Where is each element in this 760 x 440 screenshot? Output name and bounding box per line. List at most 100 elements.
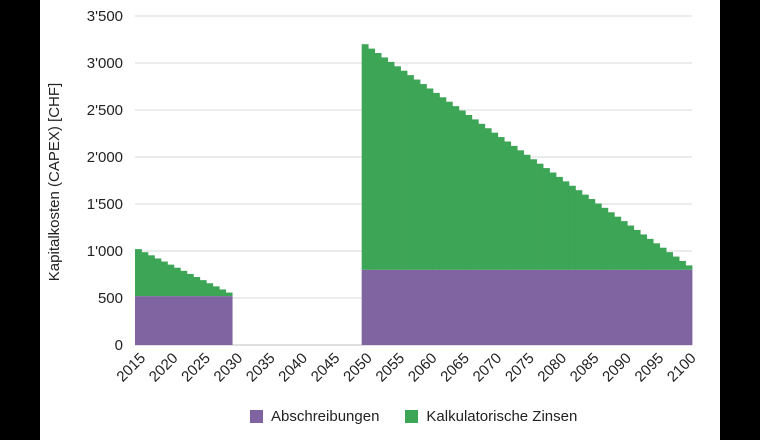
bar-kalkulatorische-zinsen: [504, 141, 512, 270]
bar-kalkulatorische-zinsen: [199, 280, 207, 297]
bar-abschreibungen: [154, 296, 162, 345]
bar-abschreibungen: [659, 269, 667, 345]
bar-abschreibungen: [627, 269, 635, 345]
bar-abschreibungen: [219, 296, 227, 345]
bar-abschreibungen: [478, 269, 486, 345]
bar-kalkulatorische-zinsen: [614, 216, 622, 270]
bar-abschreibungen: [607, 269, 615, 345]
bar-abschreibungen: [374, 269, 382, 345]
x-tick-label: 2030: [211, 350, 247, 386]
bar-abschreibungen: [555, 269, 563, 345]
bar-abschreibungen: [484, 269, 492, 345]
legend-item-kalkulatorische-zinsen: Kalkulatorische Zinsen: [405, 408, 577, 425]
x-tick-label: 2100: [664, 350, 700, 386]
bar-kalkulatorische-zinsen: [154, 258, 162, 297]
bar-kalkulatorische-zinsen: [672, 256, 680, 270]
bar-abschreibungen: [568, 269, 576, 345]
bar-kalkulatorische-zinsen: [620, 221, 628, 270]
bar-kalkulatorische-zinsen: [212, 286, 220, 297]
bar-abschreibungen: [588, 269, 596, 345]
legend-swatch-kalkulatorische-zinsen: [405, 410, 419, 423]
y-tick-label: 2'500: [87, 102, 123, 119]
bar-kalkulatorische-zinsen: [206, 283, 214, 297]
bar-kalkulatorische-zinsen: [419, 84, 427, 270]
bar-kalkulatorische-zinsen: [439, 97, 447, 270]
bar-abschreibungen: [653, 269, 661, 345]
bar-kalkulatorische-zinsen: [659, 247, 667, 270]
bar-kalkulatorische-zinsen: [167, 264, 175, 297]
bar-abschreibungen: [594, 269, 602, 345]
bar-kalkulatorische-zinsen: [173, 267, 181, 297]
bar-kalkulatorische-zinsen: [141, 252, 149, 297]
bar-abschreibungen: [601, 269, 609, 345]
bar-kalkulatorische-zinsen: [491, 132, 499, 270]
x-tick-label: 2080: [534, 350, 570, 386]
bar-kalkulatorische-zinsen: [407, 75, 414, 270]
bar-abschreibungen: [536, 269, 544, 345]
bar-kalkulatorische-zinsen: [180, 270, 188, 297]
bar-kalkulatorische-zinsen: [685, 265, 693, 270]
bar-abschreibungen: [471, 269, 479, 345]
x-tick-label: 2040: [275, 350, 311, 386]
bar-abschreibungen: [458, 269, 466, 345]
bar-abschreibungen: [361, 269, 369, 345]
bar-abschreibungen: [523, 269, 531, 345]
bar-abschreibungen: [173, 296, 181, 345]
bar-abschreibungen: [199, 296, 207, 345]
legend-swatch-abschreibungen: [250, 410, 263, 423]
y-tick-label: 1'000: [87, 243, 123, 260]
bar-kalkulatorische-zinsen: [653, 243, 661, 270]
x-tick-label: 2060: [405, 350, 441, 386]
bar-kalkulatorische-zinsen: [510, 145, 518, 270]
bar-kalkulatorische-zinsen: [536, 163, 544, 270]
bar-abschreibungen: [672, 269, 680, 345]
bar-kalkulatorische-zinsen: [497, 137, 505, 270]
bar-kalkulatorische-zinsen: [575, 190, 583, 270]
bar-kalkulatorische-zinsen: [568, 185, 576, 270]
bar-kalkulatorische-zinsen: [562, 181, 570, 270]
bars: [135, 44, 693, 345]
bar-abschreibungen: [633, 269, 641, 345]
bar-abschreibungen: [147, 296, 155, 345]
x-tick-label: 2035: [243, 350, 279, 386]
bar-abschreibungen: [141, 296, 149, 345]
bar-kalkulatorische-zinsen: [581, 194, 589, 270]
chart-panel: 0 500 1'000 1'500 2'000 2'500 3'000 3'500 2015 2…: [40, 0, 720, 440]
x-tick-label: 2025: [178, 350, 214, 386]
bar-kalkulatorische-zinsen: [381, 57, 388, 270]
bar-kalkulatorische-zinsen: [601, 207, 609, 270]
bar-kalkulatorische-zinsen: [219, 289, 227, 297]
bar-abschreibungen: [646, 269, 654, 345]
x-tick-label: 2070: [470, 350, 506, 386]
bar-abschreibungen: [543, 269, 550, 345]
bar-abschreibungen: [419, 269, 427, 345]
bar-abschreibungen: [387, 269, 395, 345]
bar-kalkulatorische-zinsen: [413, 79, 421, 270]
bar-kalkulatorische-zinsen: [530, 159, 537, 270]
bar-abschreibungen: [497, 269, 505, 345]
bar-kalkulatorische-zinsen: [666, 252, 673, 270]
bar-abschreibungen: [432, 269, 440, 345]
bar-kalkulatorische-zinsen: [160, 261, 168, 297]
bar-abschreibungen: [212, 296, 220, 345]
bar-abschreibungen: [394, 269, 401, 345]
bar-kalkulatorische-zinsen: [225, 292, 233, 297]
x-axis-ticks: 2015202020252030203520402045205020552060…: [113, 350, 699, 386]
bar-kalkulatorische-zinsen: [555, 176, 563, 270]
bar-abschreibungen: [510, 269, 518, 345]
x-tick-label: 2090: [599, 350, 635, 386]
bar-kalkulatorische-zinsen: [445, 101, 453, 270]
bar-kalkulatorische-zinsen: [640, 234, 648, 270]
bar-kalkulatorische-zinsen: [193, 277, 201, 297]
x-tick-label: 2055: [373, 350, 409, 386]
bar-kalkulatorische-zinsen: [135, 249, 142, 297]
y-tick-label: 1'500: [87, 196, 123, 213]
x-tick-label: 2085: [567, 350, 603, 386]
bar-kalkulatorische-zinsen: [361, 44, 369, 270]
bar-abschreibungen: [439, 269, 447, 345]
bar-abschreibungen: [426, 269, 434, 345]
bar-abschreibungen: [549, 269, 557, 345]
bar-kalkulatorische-zinsen: [465, 114, 473, 270]
y-axis-label: Kapitalkosten (CAPEX) [CHF]: [46, 83, 63, 281]
bar-kalkulatorische-zinsen: [400, 70, 408, 270]
